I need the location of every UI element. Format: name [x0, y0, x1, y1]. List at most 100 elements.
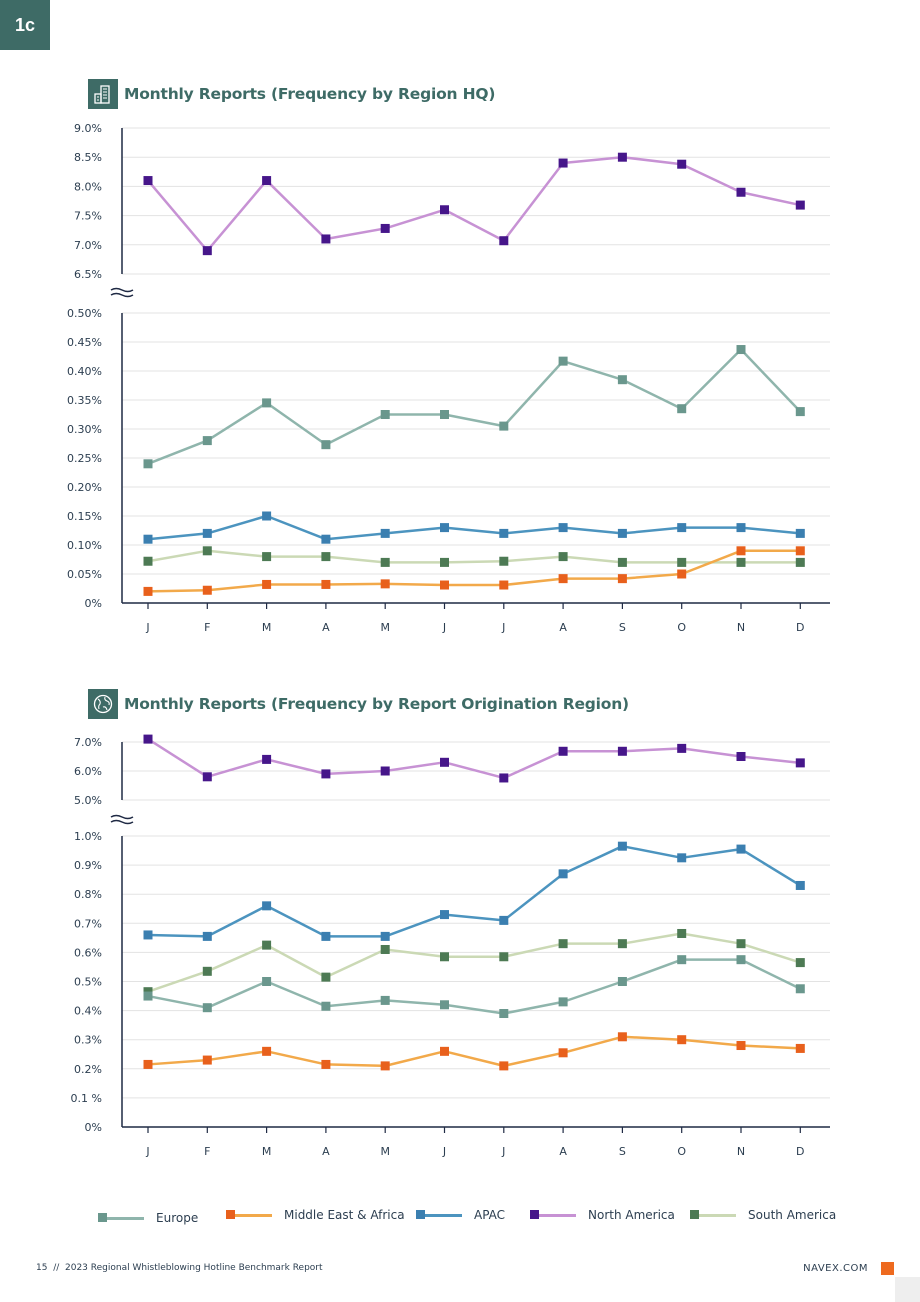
data-point — [499, 421, 509, 431]
y-tick-label: 0.40% — [67, 365, 102, 378]
data-point — [617, 841, 627, 851]
y-tick-label: 7.0% — [74, 239, 102, 252]
data-point — [558, 356, 568, 366]
series-line — [147, 738, 801, 780]
data-point — [736, 939, 746, 949]
legend-label: Europe — [156, 1211, 199, 1225]
chart2-header: Monthly Reports (Frequency by Report Ori… — [88, 689, 629, 719]
data-point — [677, 557, 687, 567]
legend-swatch-line — [420, 1214, 462, 1217]
data-point — [499, 773, 509, 783]
y-tick-label: 0.7% — [74, 917, 102, 930]
y-tick-label: 6.5% — [74, 268, 102, 281]
data-point — [143, 930, 153, 940]
data-point — [795, 880, 805, 890]
y-tick-label: 0.05% — [67, 568, 102, 581]
data-point — [440, 757, 449, 767]
data-point — [262, 579, 272, 589]
data-point — [321, 769, 331, 779]
data-point — [499, 1009, 509, 1019]
x-tick-label: A — [322, 621, 330, 634]
legend-label: North America — [588, 1208, 675, 1222]
building-icon — [88, 79, 118, 109]
series-south-america — [143, 928, 805, 997]
legend-swatch — [530, 1209, 576, 1221]
data-point — [677, 404, 687, 414]
series-south-america — [143, 546, 805, 567]
data-point — [321, 440, 331, 450]
y-tick-label: 0.4% — [74, 1005, 102, 1018]
series-line — [147, 932, 801, 993]
data-point — [677, 743, 687, 753]
data-point — [380, 766, 390, 776]
x-tick-label: M — [262, 1145, 272, 1158]
page-number: 15 — [36, 1263, 48, 1273]
x-tick-label: N — [737, 1145, 745, 1158]
data-point — [558, 869, 568, 879]
x-tick-label: F — [204, 1145, 210, 1158]
y-tick-label: 0% — [85, 1121, 102, 1134]
data-point — [617, 977, 627, 986]
section-tab: 1c — [0, 0, 50, 50]
data-point — [617, 528, 627, 538]
data-point — [143, 586, 153, 596]
data-point — [736, 844, 746, 854]
data-point — [202, 1003, 212, 1013]
data-point — [677, 955, 687, 965]
data-point — [321, 579, 331, 589]
data-point — [202, 585, 212, 595]
data-point — [795, 958, 805, 968]
data-point — [202, 246, 212, 256]
data-point — [795, 1043, 805, 1053]
data-point — [143, 991, 153, 1001]
data-point — [440, 523, 449, 533]
y-tick-label: 0.30% — [67, 423, 102, 436]
y-tick-label: 0.3% — [74, 1034, 102, 1047]
data-point — [617, 1032, 627, 1042]
data-point — [380, 579, 390, 589]
data-point — [499, 915, 509, 925]
data-point — [143, 176, 153, 186]
y-tick-label: 0.5% — [74, 976, 102, 989]
data-point — [499, 556, 509, 566]
chart2-title: Monthly Reports (Frequency by Report Ori… — [124, 695, 629, 713]
x-tick-label: J — [145, 621, 149, 634]
chart1-region-hq: 9.0% 8.5% 8.0% 7.5% 7.0% 6.5% 0.50% 0.45% 0.40% 0… — [67, 122, 830, 634]
series-line — [147, 549, 801, 564]
footer-brand[interactable]: NAVEX.COM — [803, 1263, 868, 1274]
footer-left: 15 // 2023 Regional Whistleblowing Hotli… — [36, 1263, 323, 1273]
y-tick-label: 0.6% — [74, 946, 102, 959]
y-tick-label: 7.5% — [74, 210, 102, 223]
legend-label: Middle East & Africa — [284, 1208, 405, 1222]
y-tick-label: 0.50% — [67, 307, 102, 320]
x-tick-label: J — [145, 1145, 149, 1158]
data-point — [321, 552, 331, 562]
data-point — [321, 234, 331, 244]
data-point — [499, 236, 509, 246]
series-line — [147, 514, 801, 541]
data-point — [736, 955, 746, 965]
y-tick-label: 0.9% — [74, 859, 102, 872]
data-point — [202, 931, 212, 941]
data-point — [143, 556, 153, 566]
series-middle-east-africa — [143, 1032, 805, 1071]
series-europe — [143, 955, 805, 1019]
footer-separator: // — [53, 1263, 60, 1273]
axis-break-icon — [110, 287, 134, 298]
data-point — [202, 436, 212, 446]
x-tick-label: J — [442, 621, 446, 634]
x-tick-label: F — [204, 621, 210, 634]
legend-swatch-marker — [226, 1210, 235, 1219]
series-line — [147, 1035, 801, 1068]
data-point — [617, 939, 627, 949]
x-tick-label: N — [737, 621, 745, 634]
globe-icon — [88, 689, 118, 719]
data-point — [795, 528, 805, 538]
legend-swatch — [226, 1209, 272, 1221]
data-point — [795, 407, 805, 417]
y-tick-label: 8.5% — [74, 151, 102, 164]
data-point — [380, 944, 390, 954]
axis-break-stroke — [110, 819, 134, 825]
legend-swatch-line — [230, 1214, 272, 1217]
y-tick-label: 0.10% — [67, 539, 102, 552]
